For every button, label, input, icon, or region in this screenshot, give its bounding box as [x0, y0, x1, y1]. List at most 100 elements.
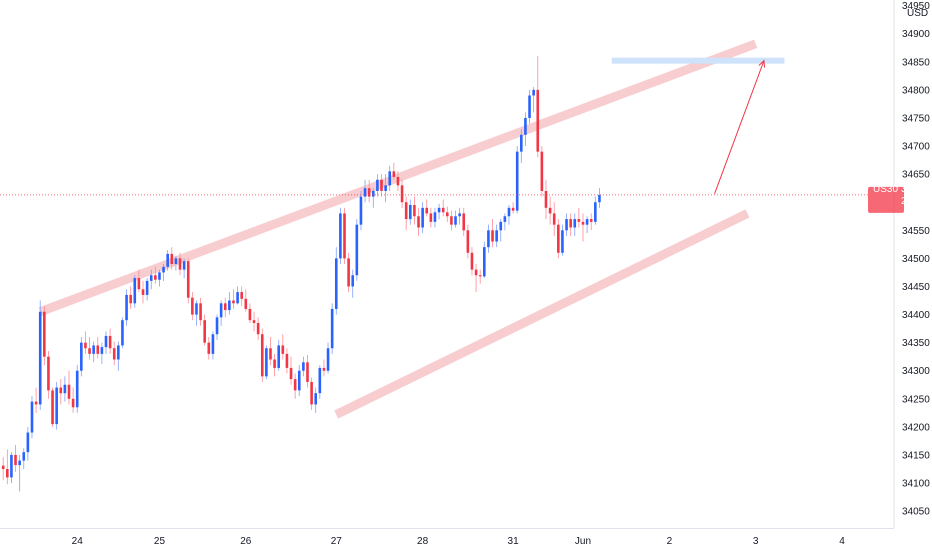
candle [240, 286, 243, 307]
price-tick-label: 34450 [902, 282, 930, 293]
candle-body [170, 253, 174, 264]
candle [248, 303, 252, 323]
price-tick-label: 34050 [902, 507, 930, 518]
candle [314, 387, 318, 413]
candle [388, 165, 392, 191]
price-tick-label: 34350 [902, 338, 930, 349]
price-tick-label: 34150 [902, 450, 930, 461]
candle-body [458, 213, 461, 217]
candle [228, 292, 231, 315]
candle [384, 174, 387, 203]
target-level-band[interactable] [611, 57, 785, 64]
candle-body [199, 303, 202, 321]
candle [445, 206, 449, 222]
candle [462, 207, 466, 236]
candle [429, 207, 433, 228]
candle-body [507, 207, 511, 217]
candle-body [495, 230, 498, 242]
candle [330, 303, 334, 354]
candle-body [318, 367, 322, 394]
candle-body [388, 171, 392, 186]
candle [483, 241, 486, 279]
candle-body [404, 202, 408, 220]
candle-body [552, 213, 556, 225]
candle [273, 353, 276, 377]
candle [170, 247, 174, 270]
channel-lower-band[interactable] [334, 209, 750, 419]
candle-body [429, 213, 433, 222]
candle-body [598, 194, 601, 203]
candle-body [293, 379, 297, 391]
candle-body [499, 221, 503, 231]
candle [145, 278, 149, 301]
candle-body [240, 292, 243, 299]
candle-body [219, 303, 223, 318]
candle-body [302, 362, 305, 371]
price-axis[interactable]: USD 34050 34100 34150 34200 34250 34300 34350 3… [902, 1, 930, 518]
candle [339, 207, 342, 264]
candle-body [594, 202, 597, 222]
candle [195, 300, 198, 326]
candle-body [100, 347, 104, 354]
time-tick-label: 3 [753, 536, 759, 547]
candle [302, 356, 305, 377]
candle [63, 376, 67, 402]
candle [67, 370, 71, 405]
candle [598, 188, 601, 208]
candle [392, 162, 396, 180]
candle [1, 457, 5, 481]
candle-body [6, 469, 9, 478]
time-tick-label: 24 [72, 536, 84, 547]
candle-body [441, 207, 445, 213]
candle-body [577, 219, 581, 222]
candle-body [561, 230, 564, 253]
candle [520, 129, 523, 163]
candle-body [10, 454, 13, 478]
candle-body [347, 258, 350, 287]
candle [552, 202, 556, 236]
candle-body [466, 230, 470, 253]
candle-body [478, 275, 482, 277]
candle [191, 292, 194, 321]
candle-body [511, 207, 515, 211]
candle [18, 454, 21, 492]
time-axis[interactable]: 24 25 26 27 28 31 Jun 2 3 4 [72, 536, 846, 547]
candle-body [14, 454, 17, 466]
candle-body [565, 219, 568, 231]
candle-body [548, 207, 552, 214]
candle [281, 334, 285, 360]
candle-body [417, 216, 420, 228]
candle-body [145, 280, 149, 295]
projection-arrow-line[interactable] [714, 60, 765, 194]
candle-body [413, 205, 416, 217]
candle [594, 196, 597, 225]
candle [524, 112, 527, 147]
candle [6, 449, 9, 485]
candle-body [384, 185, 387, 191]
candle-body [43, 311, 46, 357]
candle-body [92, 345, 95, 354]
price-badge-background [868, 186, 904, 213]
candle-body [450, 216, 453, 225]
candle-body [343, 213, 346, 259]
candle-body [112, 348, 116, 360]
price-tick-label: 34950 [902, 1, 930, 12]
time-tick-label: 2 [667, 536, 673, 547]
candle-body [544, 190, 548, 208]
time-tick-label: Jun [575, 536, 591, 547]
candle-body [351, 275, 355, 287]
candle [507, 205, 511, 225]
candle [265, 345, 268, 380]
candle-body [186, 261, 190, 298]
price-tick-label: 34300 [902, 366, 930, 377]
candle [75, 365, 79, 413]
candle [417, 207, 420, 236]
candle-body [306, 362, 309, 382]
candle-body [265, 348, 268, 377]
channel-layer [38, 39, 758, 419]
candle-body [355, 224, 359, 276]
price-tick-label: 34800 [902, 85, 930, 96]
candle-body [433, 212, 437, 222]
